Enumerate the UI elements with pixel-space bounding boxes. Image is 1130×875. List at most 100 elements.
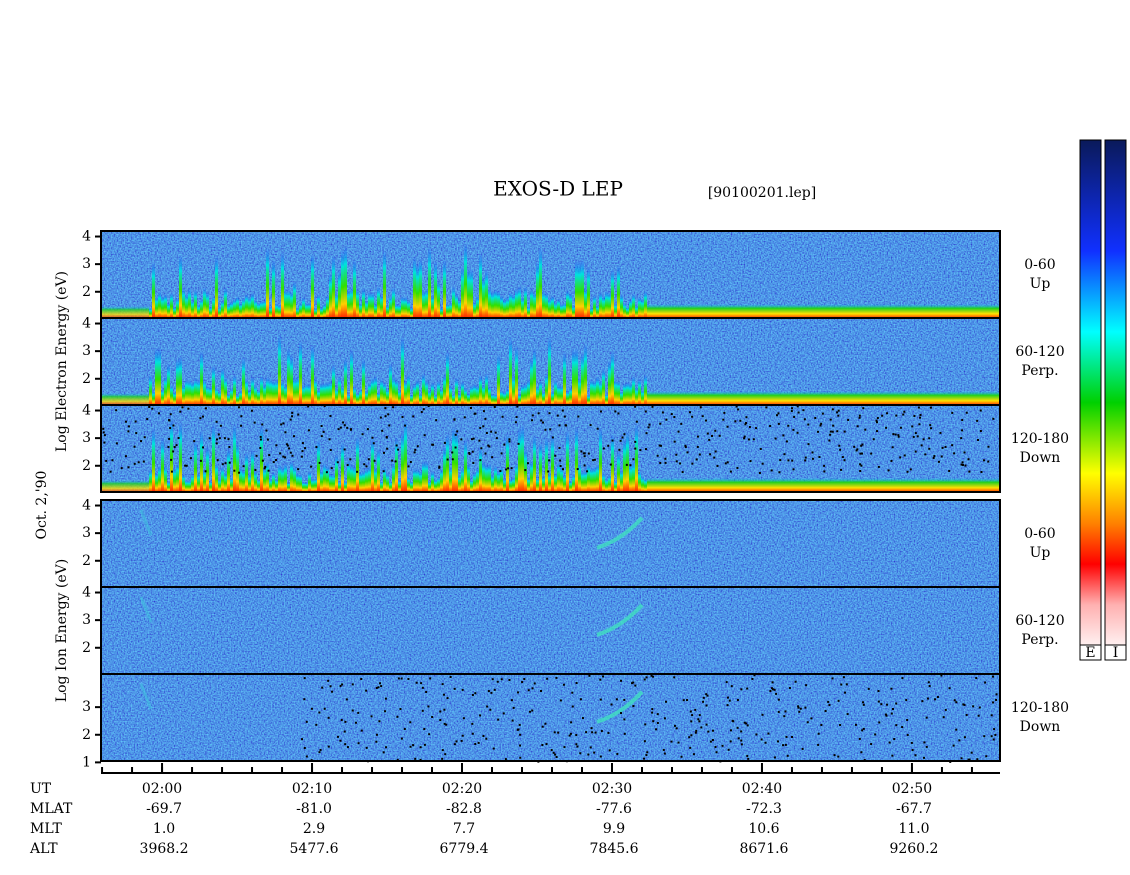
- flux-column: [278, 334, 281, 405]
- flux-column: [923, 304, 926, 318]
- dropout: [920, 444, 923, 447]
- flux-column: [164, 294, 167, 318]
- flux-column: [572, 348, 575, 405]
- x-tick-label: 02:50: [892, 781, 932, 797]
- dropout: [774, 437, 777, 440]
- flux-column: [524, 383, 527, 405]
- dropout: [429, 677, 432, 680]
- dropout: [673, 724, 676, 727]
- flux-column: [494, 465, 497, 492]
- dropout: [227, 438, 230, 441]
- flux-column: [746, 391, 749, 405]
- dropout: [706, 432, 709, 435]
- flux-column: [110, 393, 113, 405]
- flux-column: [902, 391, 905, 405]
- dropout: [301, 442, 304, 445]
- flux-column: [749, 391, 752, 405]
- dropout: [909, 468, 912, 471]
- flux-column: [131, 306, 134, 318]
- dropout: [632, 705, 635, 708]
- dropout: [906, 733, 909, 736]
- flux-column: [830, 391, 833, 405]
- flux-column: [137, 480, 140, 492]
- flux-column: [923, 478, 926, 492]
- flux-column: [140, 306, 143, 318]
- dropout: [924, 453, 927, 456]
- dropout: [785, 735, 788, 738]
- dropout: [517, 442, 520, 445]
- flux-column: [626, 306, 629, 318]
- dropout: [310, 465, 313, 468]
- dropout: [446, 458, 449, 461]
- dropout: [929, 406, 932, 409]
- dropout: [791, 735, 794, 738]
- flux-column: [611, 350, 614, 405]
- dropout: [784, 710, 787, 713]
- flux-column: [614, 303, 617, 318]
- dropout: [941, 446, 944, 449]
- flux-column: [362, 358, 365, 405]
- flux-column: [698, 478, 701, 492]
- dropout: [336, 461, 339, 464]
- flux-column: [326, 465, 329, 492]
- dropout: [864, 428, 867, 431]
- flux-column: [992, 304, 995, 318]
- dropout: [681, 471, 684, 474]
- dropout: [644, 723, 647, 726]
- flux-column: [836, 391, 839, 405]
- flux-column: [245, 294, 248, 318]
- dropout: [858, 414, 861, 417]
- flux-column: [872, 391, 875, 405]
- flux-column: [719, 478, 722, 492]
- y-tick-label: 2: [82, 284, 91, 300]
- flux-column: [317, 293, 320, 318]
- flux-column: [905, 304, 908, 318]
- flux-column: [983, 304, 986, 318]
- flux-column: [350, 287, 353, 318]
- flux-column: [737, 478, 740, 492]
- dropout: [576, 745, 579, 748]
- flux-column: [980, 478, 983, 492]
- flux-column: [914, 391, 917, 405]
- dropout: [991, 675, 994, 678]
- flux-column: [818, 304, 821, 318]
- flux-column: [314, 378, 317, 405]
- flux-column: [788, 391, 791, 405]
- dropout: [732, 720, 735, 723]
- flux-column: [995, 478, 998, 492]
- flux-column: [674, 304, 677, 318]
- flux-column: [884, 478, 887, 492]
- flux-column: [527, 477, 530, 492]
- dropout: [659, 422, 662, 425]
- flux-column: [341, 441, 344, 492]
- flux-column: [347, 460, 350, 492]
- flux-column: [947, 478, 950, 492]
- dropout: [880, 703, 883, 706]
- flux-column: [305, 481, 308, 492]
- flux-column: [602, 473, 605, 492]
- flux-column: [128, 480, 131, 492]
- dropout: [913, 414, 916, 417]
- dropout: [886, 412, 889, 415]
- dropout: [610, 703, 613, 706]
- flux-column: [515, 288, 518, 318]
- flux-column: [803, 478, 806, 492]
- dropout: [356, 470, 359, 473]
- flux-column: [314, 307, 317, 318]
- dropout: [944, 445, 947, 448]
- dropout: [841, 456, 844, 459]
- flux-column: [947, 391, 950, 405]
- dropout: [939, 431, 942, 434]
- dropout: [743, 721, 746, 724]
- dropout: [644, 410, 647, 413]
- dropout: [623, 698, 626, 701]
- dropout: [769, 689, 772, 692]
- flux-column: [179, 254, 182, 318]
- dropout: [382, 470, 385, 473]
- flux-column: [776, 478, 779, 492]
- dropout: [419, 746, 422, 749]
- dropout: [977, 714, 980, 717]
- dropout: [343, 424, 346, 427]
- flux-column: [155, 347, 158, 405]
- flux-column: [578, 462, 581, 492]
